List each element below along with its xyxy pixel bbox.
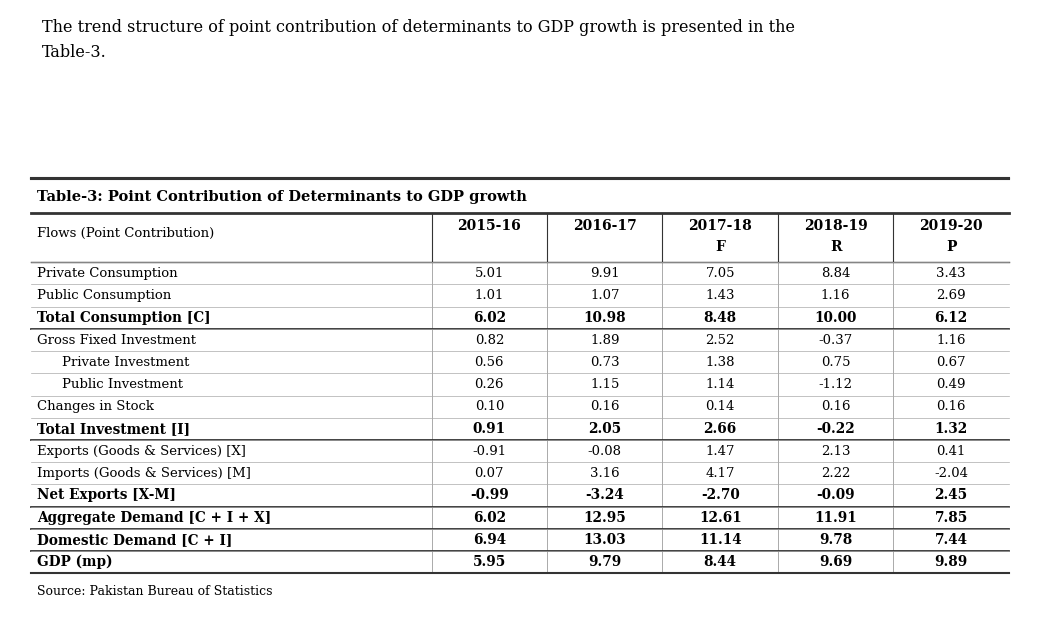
Text: Changes in Stock: Changes in Stock: [37, 400, 154, 413]
Text: Aggregate Demand [C + I + X]: Aggregate Demand [C + I + X]: [37, 511, 271, 525]
Text: 7.44: 7.44: [935, 533, 967, 547]
Text: -0.91: -0.91: [472, 444, 506, 458]
Text: -0.99: -0.99: [470, 489, 509, 502]
Text: 2019-20: 2019-20: [919, 219, 983, 233]
Text: Exports (Goods & Services) [X]: Exports (Goods & Services) [X]: [37, 444, 246, 458]
Text: 1.07: 1.07: [590, 289, 620, 302]
Text: 2.52: 2.52: [705, 334, 735, 346]
Text: Total Consumption [C]: Total Consumption [C]: [37, 311, 211, 325]
Text: 6.02: 6.02: [473, 311, 505, 325]
Text: 1.47: 1.47: [705, 444, 735, 458]
Text: 1.15: 1.15: [590, 378, 620, 391]
Text: 0.82: 0.82: [474, 334, 504, 346]
Text: 0.16: 0.16: [590, 400, 620, 413]
Text: 2.69: 2.69: [936, 289, 966, 302]
Text: 0.16: 0.16: [821, 400, 851, 413]
Text: -1.12: -1.12: [818, 378, 853, 391]
Text: 0.75: 0.75: [821, 356, 851, 368]
Text: Domestic Demand [C + I]: Domestic Demand [C + I]: [37, 533, 233, 547]
Text: Public Consumption: Public Consumption: [37, 289, 172, 302]
Text: 2018-19: 2018-19: [804, 219, 867, 233]
Text: 1.89: 1.89: [590, 334, 620, 346]
Text: Source: Pakistan Bureau of Statistics: Source: Pakistan Bureau of Statistics: [37, 585, 272, 598]
Text: 6.94: 6.94: [473, 533, 505, 547]
Text: 8.44: 8.44: [704, 555, 736, 569]
Text: 2.66: 2.66: [704, 422, 736, 436]
Text: 4.17: 4.17: [705, 467, 735, 480]
Text: 0.67: 0.67: [936, 356, 966, 368]
Text: 1.43: 1.43: [705, 289, 735, 302]
Text: Flows (Point Contribution): Flows (Point Contribution): [37, 227, 214, 240]
Text: 9.69: 9.69: [820, 555, 852, 569]
Text: 1.16: 1.16: [821, 289, 851, 302]
Text: R: R: [830, 240, 841, 253]
Text: 2.05: 2.05: [589, 422, 621, 436]
Text: F: F: [716, 240, 725, 253]
Text: Table-3: Point Contribution of Determinants to GDP growth: Table-3: Point Contribution of Determina…: [37, 190, 527, 204]
Text: 11.14: 11.14: [699, 533, 742, 547]
Text: 9.91: 9.91: [590, 267, 620, 280]
Text: -0.08: -0.08: [588, 444, 622, 458]
Text: 12.61: 12.61: [699, 511, 742, 525]
Text: 8.48: 8.48: [704, 311, 736, 325]
Text: 2.45: 2.45: [935, 489, 967, 502]
Text: 0.16: 0.16: [936, 400, 966, 413]
Text: 1.38: 1.38: [705, 356, 735, 368]
Text: 7.05: 7.05: [705, 267, 735, 280]
Text: 0.73: 0.73: [590, 356, 620, 368]
Text: -3.24: -3.24: [586, 489, 624, 502]
Text: 0.14: 0.14: [705, 400, 735, 413]
Text: 7.85: 7.85: [935, 511, 967, 525]
Text: 8.84: 8.84: [821, 267, 851, 280]
Text: 3.43: 3.43: [936, 267, 966, 280]
Text: 0.10: 0.10: [474, 400, 504, 413]
Text: 0.49: 0.49: [936, 378, 966, 391]
Text: 2015-16: 2015-16: [458, 219, 521, 233]
Text: 5.01: 5.01: [474, 267, 504, 280]
Text: Public Investment: Public Investment: [62, 378, 183, 391]
Text: 2016-17: 2016-17: [573, 219, 636, 233]
Text: GDP (mp): GDP (mp): [37, 555, 113, 569]
Text: 1.01: 1.01: [474, 289, 504, 302]
Text: -0.37: -0.37: [818, 334, 853, 346]
Text: The trend structure of point contribution of determinants to GDP growth is prese: The trend structure of point contributio…: [42, 19, 795, 61]
Text: Net Exports [X-M]: Net Exports [X-M]: [37, 489, 177, 502]
Text: 9.89: 9.89: [935, 555, 967, 569]
Text: P: P: [945, 240, 957, 253]
Text: Gross Fixed Investment: Gross Fixed Investment: [37, 334, 197, 346]
Text: Private Investment: Private Investment: [62, 356, 189, 368]
Text: 9.78: 9.78: [820, 533, 852, 547]
Text: 0.41: 0.41: [936, 444, 966, 458]
Text: 10.98: 10.98: [583, 311, 626, 325]
Text: 9.79: 9.79: [589, 555, 621, 569]
Text: -2.04: -2.04: [934, 467, 968, 480]
Text: Private Consumption: Private Consumption: [37, 267, 178, 280]
Text: -2.70: -2.70: [701, 489, 739, 502]
Text: 2.22: 2.22: [821, 467, 851, 480]
Text: 5.95: 5.95: [473, 555, 505, 569]
Text: 3.16: 3.16: [590, 467, 620, 480]
Text: 0.26: 0.26: [474, 378, 504, 391]
Text: 0.07: 0.07: [474, 467, 504, 480]
Text: 2017-18: 2017-18: [688, 219, 752, 233]
Text: 1.14: 1.14: [705, 378, 735, 391]
Text: 6.02: 6.02: [473, 511, 505, 525]
Text: 2.13: 2.13: [821, 444, 851, 458]
Text: -0.09: -0.09: [816, 489, 855, 502]
Text: Total Investment [I]: Total Investment [I]: [37, 422, 190, 436]
Text: 10.00: 10.00: [814, 311, 857, 325]
Text: 1.16: 1.16: [936, 334, 966, 346]
Text: Imports (Goods & Services) [M]: Imports (Goods & Services) [M]: [37, 467, 252, 480]
Text: 12.95: 12.95: [583, 511, 626, 525]
Text: 0.56: 0.56: [474, 356, 504, 368]
Text: 1.32: 1.32: [935, 422, 967, 436]
Text: -0.22: -0.22: [816, 422, 855, 436]
Text: 13.03: 13.03: [583, 533, 626, 547]
Text: 0.91: 0.91: [473, 422, 505, 436]
Text: 11.91: 11.91: [814, 511, 857, 525]
Text: 6.12: 6.12: [935, 311, 967, 325]
